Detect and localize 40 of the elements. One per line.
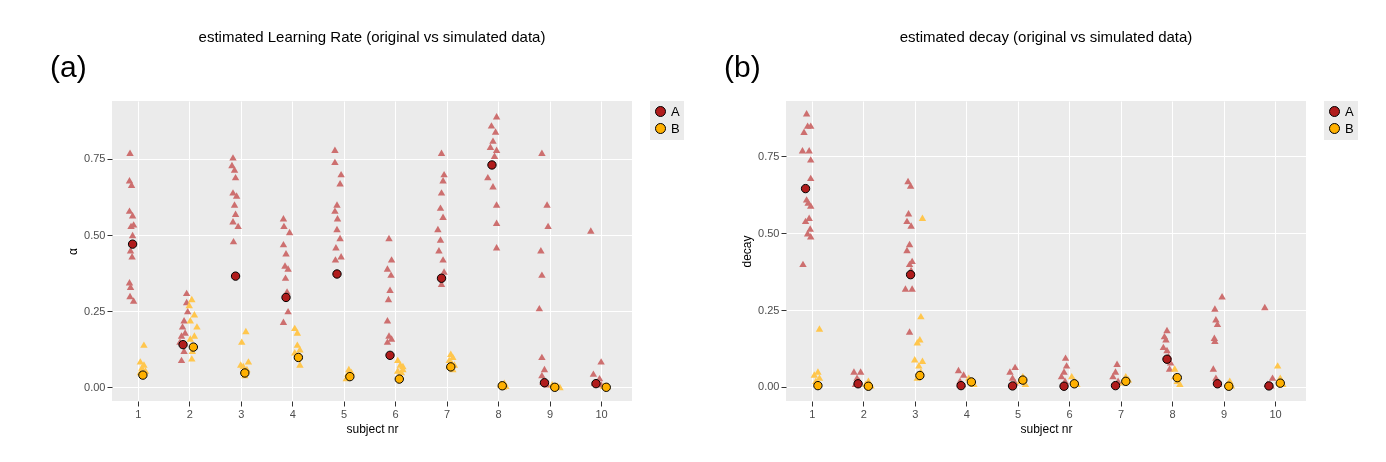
x-tick-label: 1 [809, 407, 816, 420]
legend-label: A [1345, 103, 1354, 119]
chart-title: estimated Learning Rate (original vs simulated data) [198, 28, 546, 45]
y-axis-title: decay [740, 235, 755, 268]
y-tick-label: 0.75 [758, 149, 780, 162]
x-tick-label: 10 [1269, 407, 1282, 420]
x-tick-label: 6 [1066, 407, 1073, 420]
chart-title: estimated decay (original vs simulated data) [899, 28, 1193, 45]
x-tick-label: 3 [912, 407, 919, 420]
y-tick-label: 0.00 [758, 380, 780, 393]
x-tick-label: 9 [547, 407, 554, 420]
x-axis-title: subject nr [1020, 421, 1073, 436]
x-tick-label: 3 [238, 407, 245, 420]
y-tick-label: 0.25 [84, 304, 106, 317]
x-tick-label: 6 [392, 407, 399, 420]
x-tick-label: 1 [135, 407, 142, 420]
x-tick-label: 2 [186, 407, 193, 420]
x-tick-label: 2 [860, 407, 867, 420]
x-tick-label: 5 [1015, 407, 1022, 420]
legend-label: B [1345, 120, 1354, 136]
y-tick-label: 0.25 [758, 303, 780, 316]
legend-label: B [671, 120, 680, 136]
y-tick-label: 0.50 [84, 228, 106, 241]
y-tick-label: 0.75 [84, 152, 106, 165]
x-tick-label: 8 [1169, 407, 1176, 420]
y-axis-title: α [66, 247, 81, 255]
legend-label: A [671, 103, 680, 119]
x-tick-label: 7 [1118, 407, 1125, 420]
y-tick-label: 0.00 [84, 380, 106, 393]
x-tick-label: 8 [495, 407, 502, 420]
x-axis-title: subject nr [346, 421, 399, 436]
text: (b) [724, 50, 761, 83]
x-tick-label: 4 [963, 407, 970, 420]
x-tick-label: 9 [1221, 407, 1228, 420]
x-tick-label: 10 [595, 407, 608, 420]
x-tick-label: 7 [444, 407, 451, 420]
text: (a) [50, 50, 87, 83]
y-tick-label: 0.50 [758, 226, 780, 239]
x-tick-label: 4 [289, 407, 296, 420]
x-tick-label: 5 [341, 407, 348, 420]
